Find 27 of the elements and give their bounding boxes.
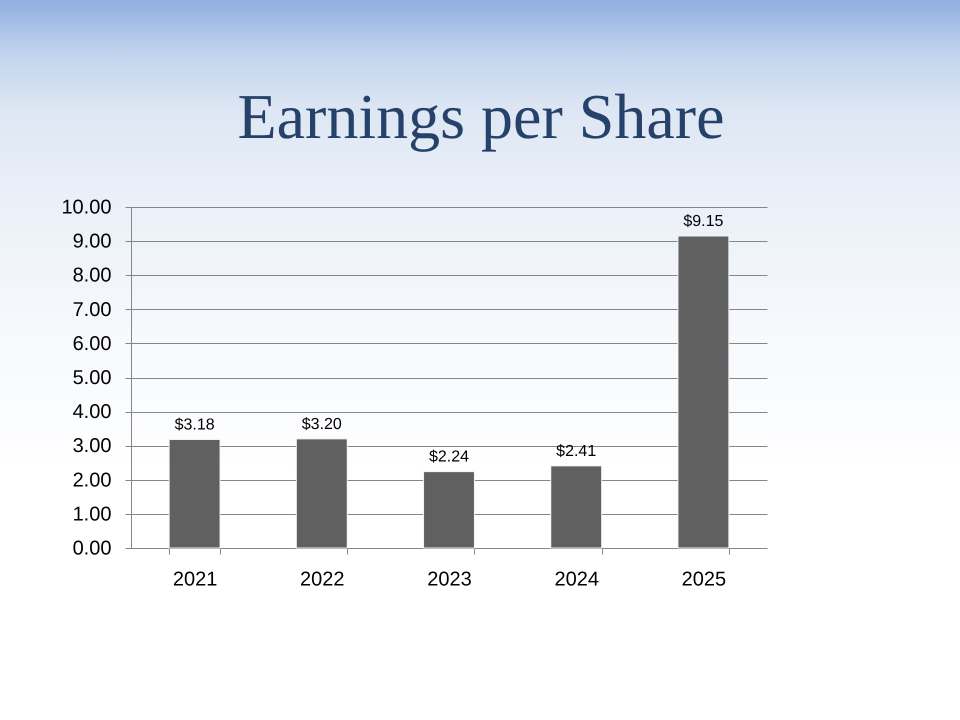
- data-label: $3.20: [302, 416, 342, 433]
- y-tick-label: 7.00: [72, 298, 112, 321]
- bar: [550, 465, 602, 548]
- x-tick-label: 2022: [300, 568, 345, 590]
- y-tick-label: 4.00: [72, 401, 112, 424]
- data-label: $9.15: [683, 212, 724, 230]
- y-tick-label: 6.00: [72, 332, 112, 355]
- y-tick-label: 5.00: [72, 367, 112, 389]
- y-tick-label: 9.00: [72, 230, 112, 253]
- y-tick-label: 0.00: [72, 538, 112, 560]
- x-tick-label: 2024: [554, 568, 599, 590]
- y-tick-label: 1.00: [72, 503, 112, 526]
- y-tick-label: 3.00: [72, 435, 112, 458]
- data-label: $3.18: [174, 416, 215, 434]
- y-tick-label: 10.00: [61, 196, 112, 218]
- x-tick-label: 2023: [427, 568, 472, 590]
- chart-title: Earnings per Share: [238, 81, 724, 152]
- x-tick-label: 2025: [682, 568, 726, 590]
- bar: [168, 439, 221, 548]
- y-tick-label: 2.00: [72, 469, 112, 492]
- x-tick-label: 2021: [172, 568, 218, 590]
- bar: [677, 235, 730, 548]
- data-label: $2.41: [556, 442, 596, 460]
- bar: [423, 471, 475, 548]
- bar: [296, 438, 348, 548]
- y-tick-label: 8.00: [72, 264, 112, 287]
- data-label: $2.24: [428, 448, 470, 466]
